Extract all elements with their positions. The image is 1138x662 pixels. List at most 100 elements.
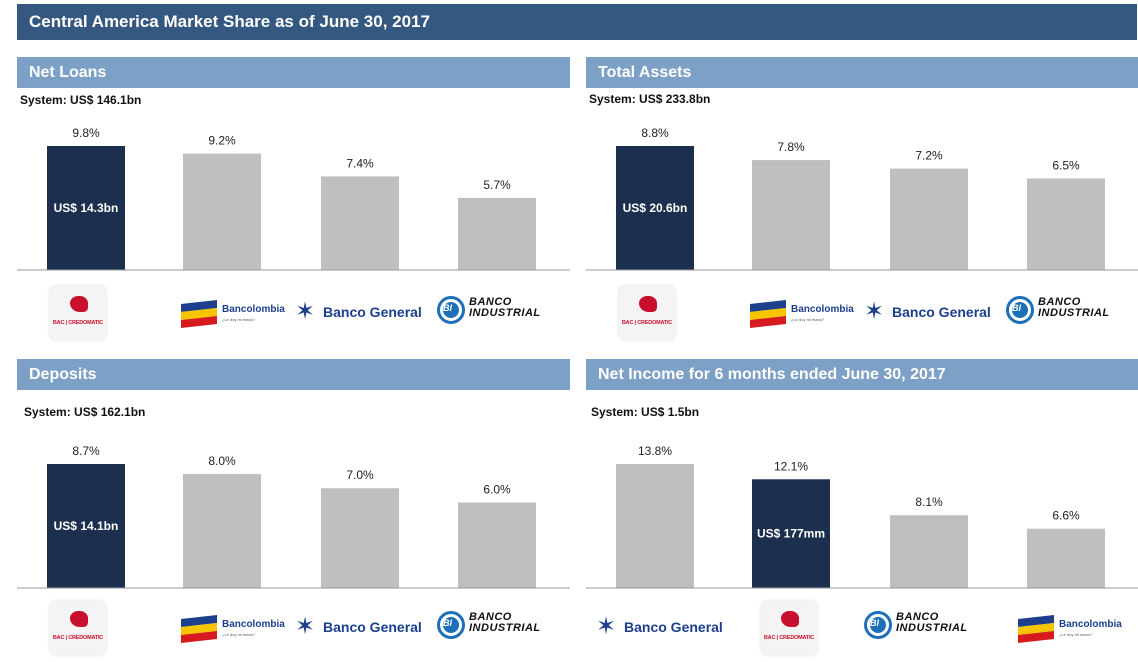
bar-chart-net-income: 13.8% 12.1% US$ 177mm 8.1% 6.6%	[586, 444, 1138, 589]
bancolombia-flag-icon	[750, 300, 786, 328]
banco-industrial-logo: BI BANCO INDUSTRIAL	[854, 599, 984, 655]
bac-credomatic-logo: BAC | CREDOMATIC	[17, 599, 147, 655]
data-label: 6.5%	[1052, 158, 1080, 172]
bi-circle-icon	[1006, 296, 1034, 324]
bank-logos: BAC | CREDOMATIC Bancolombia ¿Le doy mi ma…	[17, 284, 570, 340]
bar-chart-deposits: 8.7% US$ 14.1bn 8.0% 7.0% 6.0%	[17, 444, 570, 589]
logo-text: BAC | CREDOMATIC	[52, 320, 104, 326]
bar	[47, 464, 125, 588]
logo-text: BANCO INDUSTRIAL	[896, 612, 968, 634]
star-icon: ✶	[864, 298, 885, 325]
logo-tagline: ¿Le doy mi mano?	[222, 632, 256, 637]
bar	[47, 146, 125, 270]
logo-tagline: ¿Le doy mi mano?	[791, 317, 825, 322]
bar	[1027, 528, 1105, 588]
data-label: 6.0%	[483, 482, 511, 496]
logo-text: Banco General	[892, 304, 991, 320]
bi-circle-icon	[864, 611, 892, 639]
logo-text: BAC | CREDOMATIC	[763, 635, 815, 641]
logo-text: Bancolombia	[1059, 619, 1122, 630]
bar-inner-label: US$ 14.3bn	[54, 201, 119, 215]
panel-deposits: Deposits System: US$ 162.1bn 8.7% US$ 14.…	[17, 359, 570, 659]
logo-text-line: BANCO	[896, 611, 939, 623]
bac-emblem-icon	[781, 611, 799, 627]
banco-industrial-logo: BI BANCO INDUSTRIAL	[996, 284, 1126, 340]
logo-text: BAC | CREDOMATIC	[621, 320, 673, 326]
bancolombia-logo: Bancolombia ¿Le doy mi mano?	[996, 599, 1126, 655]
bar	[752, 160, 830, 270]
logo-text-line: INDUSTRIAL	[1038, 307, 1110, 319]
bac-emblem-icon	[70, 296, 88, 312]
bancolombia-logo: Bancolombia ¿Le doy mi mano?	[159, 284, 289, 340]
panel-title: Total Assets	[586, 57, 1138, 88]
bar	[1027, 178, 1105, 270]
panel-net-income: Net Income for 6 months ended June 30, 2…	[586, 359, 1138, 659]
bar-chart-total-assets: 8.8% US$ 20.6bn 7.8% 7.2% 6.5%	[586, 126, 1138, 271]
logo-text-line: INDUSTRIAL	[469, 622, 541, 634]
data-label: 7.2%	[915, 149, 943, 163]
logo-tagline: ¿Le doy mi mano?	[222, 317, 256, 322]
panel-title: Net Income for 6 months ended June 30, 2…	[586, 359, 1138, 390]
logo-text: Bancolombia	[791, 304, 854, 315]
data-label: 7.4%	[346, 156, 374, 170]
logo-text-line: BANCO	[1038, 296, 1081, 308]
page-title: Central America Market Share as of June …	[17, 4, 1137, 40]
data-label: 9.2%	[208, 134, 236, 148]
bar-inner-label: US$ 14.1bn	[54, 519, 119, 533]
logo-text: Banco General	[624, 619, 723, 635]
bar-chart-net-loans: 9.8% US$ 14.3bn 9.2% 7.4% 5.7%	[17, 126, 570, 271]
banco-general-logo: ✶ Banco General	[285, 599, 422, 655]
bar	[458, 502, 536, 588]
bac-emblem-icon	[70, 611, 88, 627]
logo-text: BAC | CREDOMATIC	[52, 635, 104, 641]
bac-credomatic-logo: BAC | CREDOMATIC	[17, 284, 147, 340]
banco-industrial-logo: BI BANCO INDUSTRIAL	[427, 599, 557, 655]
logo-text-line: BANCO	[469, 296, 512, 308]
data-label: 7.0%	[346, 468, 374, 482]
bar	[890, 168, 968, 270]
logo-text: Bancolombia	[222, 304, 285, 315]
logo-text: Banco General	[323, 304, 422, 320]
panel-net-loans: Net Loans System: US$ 146.1bn 9.8% US$ 14…	[17, 57, 570, 357]
bank-logos: BAC | CREDOMATIC Bancolombia ¿Le doy mi ma…	[17, 599, 570, 655]
system-total: System: US$ 146.1bn	[20, 93, 142, 107]
star-icon: ✶	[295, 298, 316, 325]
system-total: System: US$ 162.1bn	[24, 405, 146, 419]
bancolombia-flag-icon	[181, 615, 217, 643]
bar	[616, 146, 694, 270]
bac-credomatic-logo: BAC | CREDOMATIC	[728, 599, 858, 655]
star-icon: ✶	[596, 613, 617, 640]
logo-text: Banco General	[323, 619, 422, 635]
logo-card: BAC | CREDOMATIC	[50, 601, 106, 655]
data-label: 8.1%	[915, 495, 943, 509]
bar	[890, 515, 968, 588]
data-label: 13.8%	[638, 444, 672, 458]
bancolombia-flag-icon	[1018, 615, 1054, 643]
banco-general-logo: ✶ Banco General	[285, 284, 422, 340]
bar	[752, 479, 830, 588]
system-total: System: US$ 233.8bn	[589, 92, 711, 106]
logo-card: BAC | CREDOMATIC	[761, 601, 817, 655]
system-total: System: US$ 1.5bn	[591, 405, 700, 419]
logo-text-line: INDUSTRIAL	[469, 307, 541, 319]
bank-logos: ✶ Banco General BAC | CREDOMATIC BI BANCO IND…	[586, 599, 1138, 655]
panel-total-assets: Total Assets System: US$ 233.8bn 8.8% US$…	[586, 57, 1138, 357]
bac-credomatic-logo: BAC | CREDOMATIC	[586, 284, 716, 340]
bac-emblem-icon	[639, 296, 657, 312]
data-label: 12.1%	[774, 459, 808, 473]
banco-industrial-logo: BI BANCO INDUSTRIAL	[427, 284, 557, 340]
logo-tagline: ¿Le doy mi mano?	[1059, 632, 1093, 637]
logo-card: BAC | CREDOMATIC	[50, 286, 106, 340]
bar	[458, 197, 536, 270]
panel-title: Deposits	[17, 359, 570, 390]
logo-text: BANCO INDUSTRIAL	[469, 612, 541, 634]
bar	[321, 176, 399, 270]
panel-title: Net Loans	[17, 57, 570, 88]
bar	[616, 464, 694, 588]
logo-mark: BI	[443, 303, 452, 313]
bar	[183, 153, 261, 270]
logo-mark: BI	[870, 618, 879, 628]
bar-inner-label: US$ 20.6bn	[623, 201, 688, 215]
data-label: 8.7%	[72, 444, 100, 458]
logo-mark: BI	[443, 618, 452, 628]
